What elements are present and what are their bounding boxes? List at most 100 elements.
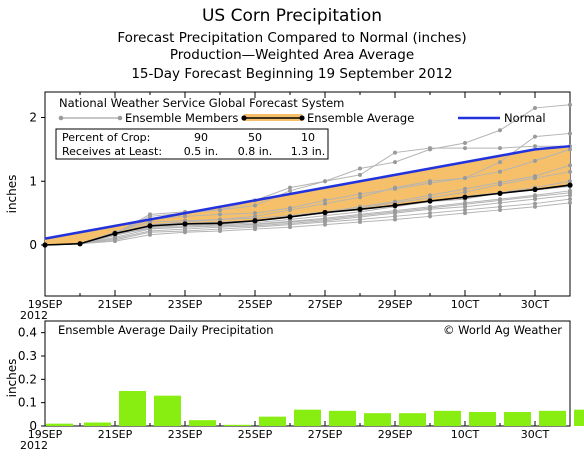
member-4-point-12	[428, 181, 432, 186]
x-tick-label-3: 23SEP	[168, 298, 203, 311]
normal-line	[44, 144, 571, 240]
member-11-point-14	[498, 207, 502, 212]
member-12-point-4	[148, 220, 152, 225]
chart-subtitle-1: Forecast Precipitation Compared to Norma…	[117, 30, 466, 46]
ensemble-average-point-7	[252, 218, 258, 224]
daily-bar-2OCT	[504, 412, 531, 426]
member-12-point-16	[568, 163, 572, 168]
bar-y-tick-label-0.4: 0.4	[18, 326, 37, 340]
member-4-point-10	[358, 192, 362, 196]
member-4-point-15	[533, 158, 537, 163]
ensemble-average-point-11	[392, 202, 398, 209]
x-tick-label-6: 29SEP	[378, 298, 413, 311]
member-11-point-7	[253, 227, 257, 232]
member-13-point-8	[288, 220, 292, 225]
member-13-point-15	[533, 194, 537, 199]
bar-x-tick-label-6: 29SEP	[378, 428, 413, 441]
legend-average-label: Ensemble Average	[307, 111, 414, 125]
ensemble-average-point-2	[77, 241, 83, 247]
y-tick-label-1: 1	[29, 174, 37, 188]
y-axis-label: inches	[5, 175, 19, 214]
member-5-point-16	[568, 169, 572, 174]
chart-subtitle-3: 15-Day Forecast Beginning 19 September 2…	[131, 66, 452, 82]
member-11-point-16	[568, 200, 572, 205]
bar-x-tick-label-5: 27SEP	[308, 428, 343, 441]
member-2-point-12	[428, 147, 432, 152]
member-4-point-9	[323, 198, 327, 203]
member-2-point-6	[218, 207, 222, 212]
daily-bar-29SEP	[399, 413, 426, 426]
daily-bar-19SEP	[46, 423, 73, 426]
bar-chart-title: Ensemble Average Daily Precipitation	[58, 323, 274, 337]
member-13-point-7	[253, 222, 257, 227]
member-4-point-11	[393, 186, 397, 191]
daily-bar-25SEP	[259, 416, 286, 426]
member-11-point-9	[323, 222, 327, 227]
member-3-point-10	[358, 195, 362, 200]
ensemble-average-point-12	[427, 198, 433, 204]
cumulative-panel: 0 1 2 inches 19SEP 21SEP 23SEP 25SEP 27SEP 29SEP 1…	[5, 91, 573, 322]
member-11-point-12	[428, 214, 432, 219]
ensemble-average-point-13	[462, 194, 468, 200]
ensemble-average-point-5	[182, 221, 188, 227]
crop-table-percent-3: 10	[301, 131, 315, 144]
ensemble-average-point-16	[567, 182, 573, 188]
legend-header: National Weather Service Global Forecast…	[59, 96, 344, 110]
daily-bar-27SEP	[329, 410, 356, 426]
member-1-point-13	[463, 146, 467, 151]
crop-table-amount-label: Receives at Least:	[62, 145, 162, 158]
bar-y-tick-label-0.2: 0.2	[18, 372, 37, 386]
ensemble-average-point-3	[112, 230, 118, 237]
x-tick-label-5: 27SEP	[308, 298, 343, 311]
ensemble-average-point-14	[497, 190, 503, 196]
member-11-point-11	[393, 217, 397, 222]
member-13-point-11	[393, 209, 397, 214]
y-tick-label-0: 0	[29, 238, 37, 252]
ensemble-average-point-6	[217, 220, 223, 226]
member-12-point-14	[498, 180, 502, 185]
bar-y-tick-label-0: 0	[29, 419, 37, 433]
member-line-10	[44, 198, 571, 246]
bar-x-tick-label-4: 25SEP	[238, 428, 273, 441]
member-4-point-5	[183, 214, 187, 219]
ensemble-average-point-15	[532, 186, 538, 193]
bar-x-tick-label-7: 10CT	[451, 428, 480, 441]
bar-x-tick-label-1: 19SEP	[28, 428, 63, 441]
member-4-point-13	[463, 176, 467, 181]
daily-bar-26SEP	[294, 409, 321, 426]
member-4-point-16	[568, 147, 572, 152]
crop-table-percent-2: 50	[248, 131, 262, 144]
member-2-point-10	[358, 166, 362, 171]
member-12-point-11	[393, 199, 397, 204]
y-tick-label-2: 2	[29, 111, 37, 125]
member-13-point-16	[568, 190, 572, 195]
legend-average-dot-1	[241, 115, 247, 121]
member-line-2	[44, 104, 571, 246]
member-2-point-14	[498, 128, 502, 133]
daily-bar-30SEP	[434, 410, 461, 426]
member-5-point-13	[463, 190, 467, 195]
daily-bar-21SEP	[119, 391, 146, 426]
daily-bar-20SEP	[84, 422, 111, 426]
member-1-point-10	[358, 172, 362, 177]
bar-y-tick-label-0.1: 0.1	[18, 396, 37, 410]
member-line-13	[44, 192, 571, 246]
daily-bar-24SEP	[224, 424, 251, 426]
x-tick-year: 2012	[20, 309, 48, 322]
member-2-point-13	[463, 141, 467, 145]
member-13-point-12	[428, 206, 432, 211]
member-1-point-11	[393, 150, 397, 155]
member-11-point-13	[463, 211, 467, 216]
legend-average-dot-2	[299, 115, 305, 121]
member-3-point-16	[568, 131, 572, 136]
member-12-point-6	[218, 217, 222, 222]
member-11-point-10	[358, 220, 362, 225]
member-12-point-13	[463, 186, 467, 191]
member-11-point-3	[113, 239, 117, 244]
member-11-point-6	[218, 228, 222, 233]
bar-x-tick-year: 2012	[20, 439, 48, 452]
member-11-point-5	[183, 230, 187, 235]
member-10-point-15	[533, 201, 537, 206]
legend-members-dot-2	[117, 115, 123, 121]
